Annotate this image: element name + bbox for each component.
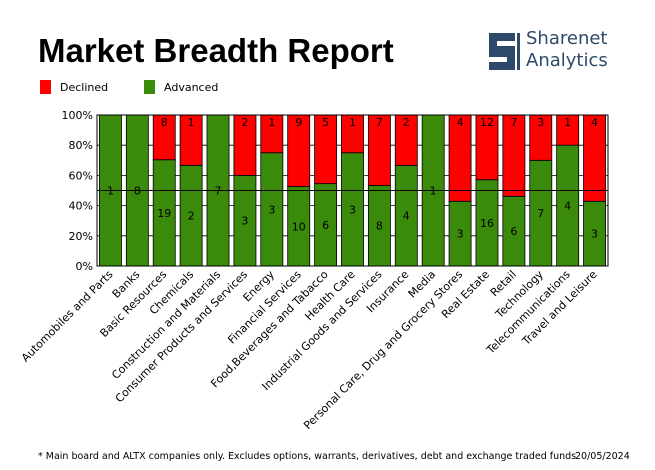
chart-title: Market Breadth Report <box>38 32 394 69</box>
value-label: 3 <box>457 228 464 241</box>
legend-label: Declined <box>60 81 108 94</box>
brand-name: Analytics <box>526 50 608 71</box>
value-label: 4 <box>403 210 410 223</box>
value-label: 7 <box>537 207 544 220</box>
value-label: 12 <box>480 116 494 129</box>
value-label: 3 <box>349 203 356 216</box>
y-tick-label: 60% <box>69 169 93 182</box>
value-label: 3 <box>241 215 248 228</box>
legend-swatch <box>40 80 51 94</box>
value-label: 19 <box>157 207 171 220</box>
value-label: 1 <box>268 116 275 129</box>
footnote: * Main board and ALTX companies only. Ex… <box>38 451 576 462</box>
legend-label: Advanced <box>164 81 218 94</box>
value-label: 6 <box>510 225 517 238</box>
value-label: 4 <box>564 200 571 213</box>
value-label: 10 <box>292 220 306 233</box>
x-tick-label: Automobiles and Parts <box>19 268 116 365</box>
value-label: 1 <box>564 116 571 129</box>
value-label: 4 <box>591 116 598 129</box>
value-label: 1 <box>349 116 356 129</box>
value-label: 2 <box>188 210 195 223</box>
value-label: 8 <box>376 220 383 233</box>
value-label: 3 <box>537 116 544 129</box>
value-label: 7 <box>376 116 383 129</box>
y-tick-label: 0% <box>76 260 93 273</box>
value-label: 2 <box>403 116 410 129</box>
value-label: 7 <box>510 116 517 129</box>
value-label: 4 <box>457 116 464 129</box>
value-label: 9 <box>295 116 302 129</box>
logo-icon <box>489 33 520 70</box>
value-label: 8 <box>161 116 168 129</box>
value-label: 3 <box>268 203 275 216</box>
date: 20/05/2024 <box>575 451 630 462</box>
plot-frame <box>96 114 609 267</box>
y-tick-label: 20% <box>69 230 93 243</box>
value-label: 2 <box>241 116 248 129</box>
y-tick-label: 100% <box>62 109 93 122</box>
y-tick-label: 40% <box>69 200 93 213</box>
value-label: 1 <box>188 116 195 129</box>
brand-name: Sharenet <box>526 28 607 49</box>
value-label: 3 <box>591 228 598 241</box>
value-label: 5 <box>322 116 329 129</box>
value-label: 16 <box>480 217 494 230</box>
y-tick-label: 80% <box>69 139 93 152</box>
legend-swatch <box>144 80 155 94</box>
value-label: 6 <box>322 219 329 232</box>
